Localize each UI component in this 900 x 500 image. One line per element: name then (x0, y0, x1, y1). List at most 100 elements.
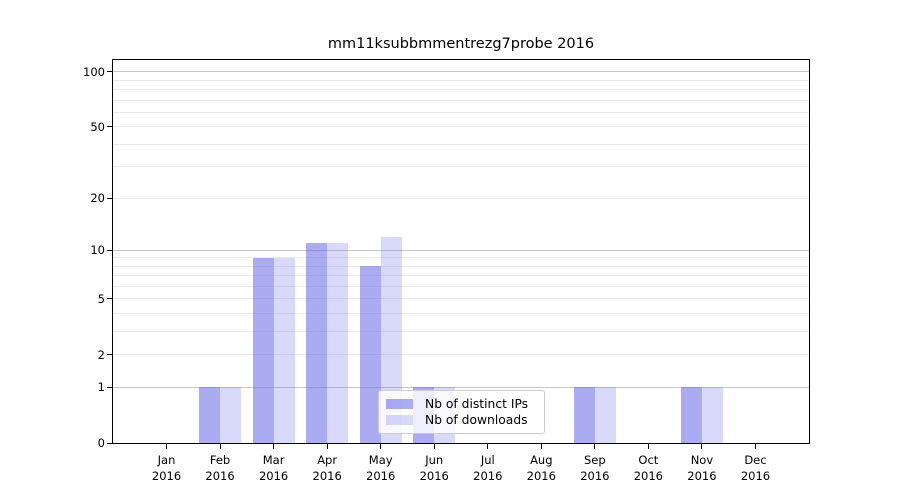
gridline-minor-90 (113, 79, 809, 81)
gridline-major-100 (113, 71, 809, 73)
y-tick-label-20: 20 (90, 191, 105, 206)
x-tick-label-apr: Apr 2016 (297, 453, 357, 484)
y-tick-mark-1 (107, 386, 112, 388)
x-tick-label-dec: Dec 2016 (725, 453, 785, 484)
bar-nb-of-distinct-ips-may (359, 266, 381, 443)
x-tick-label-year: 2016 (580, 468, 610, 483)
x-tick-label-sep: Sep 2016 (565, 453, 625, 484)
x-tick-mark-mar (273, 444, 275, 449)
x-tick-label-mar: Mar 2016 (244, 453, 304, 484)
x-tick-mark-jul (487, 444, 489, 449)
bar-nb-of-distinct-ips-feb (199, 387, 221, 443)
y-tick-mark-100 (107, 71, 112, 73)
gridline-minor-3 (113, 331, 809, 332)
y-tick-label-5: 5 (97, 291, 105, 306)
x-tick-mark-sep (594, 444, 596, 449)
gridline-major-1 (113, 386, 809, 388)
x-tick-label-month: May (368, 453, 393, 467)
gridline-minor-2 (113, 354, 809, 356)
x-tick-label-year: 2016 (526, 468, 556, 483)
legend-label-downloads: Nb of downloads (425, 413, 528, 427)
x-tick-label-year: 2016 (473, 468, 503, 483)
x-tick-mark-feb (219, 444, 221, 449)
x-tick-label-year: 2016 (366, 468, 396, 483)
legend-swatch-distinct-ips (386, 399, 413, 409)
bar-nb-of-downloads-sep (594, 387, 616, 443)
x-tick-label-month: Jun (425, 453, 444, 467)
gridline-minor-20 (113, 197, 809, 199)
x-tick-label-month: Jan (157, 453, 176, 467)
x-tick-label-month: Oct (638, 453, 659, 467)
x-tick-label-month: Sep (584, 453, 606, 467)
gridline-minor-9 (113, 257, 809, 259)
legend-item-downloads: Nb of downloads (386, 413, 536, 427)
x-tick-label-month: Aug (530, 453, 553, 467)
y-tick-mark-0 (107, 442, 112, 444)
y-tick-mark-50 (107, 126, 112, 128)
gridline-minor-6 (113, 285, 809, 287)
x-tick-label-month: Jul (480, 453, 495, 467)
plot-area (112, 59, 810, 444)
x-tick-label-oct: Oct 2016 (618, 453, 678, 484)
x-tick-label-year: 2016 (151, 468, 182, 483)
x-tick-label-feb: Feb 2016 (190, 453, 250, 484)
x-tick-label-year: 2016 (258, 468, 289, 483)
x-tick-label-year: 2016 (419, 468, 449, 483)
legend-swatch-downloads (386, 415, 413, 425)
x-tick-label-year: 2016 (687, 468, 717, 483)
x-tick-label-jun: Jun 2016 (404, 453, 464, 484)
y-tick-label-2: 2 (97, 347, 105, 362)
x-tick-label-month: Mar (262, 453, 285, 467)
y-tick-label-1: 1 (97, 380, 105, 395)
x-tick-mark-aug (540, 444, 542, 449)
bar-nb-of-distinct-ips-apr (306, 243, 328, 443)
x-tick-label-nov: Nov 2016 (672, 453, 732, 484)
x-tick-label-jan: Jan 2016 (137, 453, 197, 484)
x-tick-label-aug: Aug 2016 (511, 453, 571, 484)
gridline-minor-5 (113, 298, 809, 300)
bar-nb-of-downloads-nov (701, 387, 723, 443)
gridline-minor-60 (113, 111, 809, 113)
legend-label-distinct-ips: Nb of distinct IPs (425, 397, 529, 411)
gridline-minor-30 (113, 166, 809, 168)
x-tick-label-year: 2016 (312, 468, 342, 483)
gridline-minor-70 (113, 99, 809, 101)
x-tick-label-year: 2016 (205, 468, 235, 483)
x-tick-mark-oct (647, 444, 649, 449)
y-tick-mark-20 (107, 197, 112, 199)
x-tick-label-jul: Jul 2016 (458, 453, 518, 484)
x-tick-label-month: Feb (209, 453, 231, 467)
y-tick-label-0: 0 (97, 436, 105, 450)
gridline-major-10 (113, 249, 809, 251)
y-tick-mark-10 (107, 249, 112, 251)
y-tick-mark-5 (107, 298, 112, 300)
x-tick-mark-may (380, 444, 382, 449)
x-tick-label-year: 2016 (633, 468, 664, 483)
x-tick-label-month: Nov (690, 453, 714, 467)
chart-title: mm11ksubbmmentrezg7probe 2016 (327, 36, 595, 52)
legend-item-distinct-ips: Nb of distinct IPs (386, 397, 536, 411)
gridline-minor-80 (113, 89, 809, 91)
x-tick-mark-jun (433, 444, 435, 449)
bar-nb-of-distinct-ips-sep (573, 387, 595, 443)
gridline-minor-50 (113, 126, 809, 128)
y-tick-label-10: 10 (90, 243, 105, 258)
gridline-minor-40 (113, 143, 809, 145)
x-tick-label-month: Apr (317, 453, 338, 467)
bar-nb-of-distinct-ips-nov (680, 387, 702, 443)
y-tick-mark-2 (107, 354, 112, 356)
x-tick-mark-jan (166, 444, 168, 449)
x-tick-mark-apr (326, 444, 328, 449)
x-tick-label-may: May 2016 (351, 453, 411, 484)
bar-nb-of-downloads-feb (220, 387, 242, 443)
y-tick-label-50: 50 (90, 119, 105, 134)
gridline-minor-8 (113, 265, 809, 267)
x-tick-mark-dec (754, 444, 756, 449)
gridline-minor-7 (113, 275, 809, 277)
x-tick-label-month: Dec (744, 453, 767, 467)
bar-nb-of-downloads-mar (273, 257, 295, 443)
y-tick-label-100: 100 (83, 64, 105, 79)
bar-nb-of-downloads-apr (327, 243, 349, 443)
x-tick-mark-nov (701, 444, 703, 449)
